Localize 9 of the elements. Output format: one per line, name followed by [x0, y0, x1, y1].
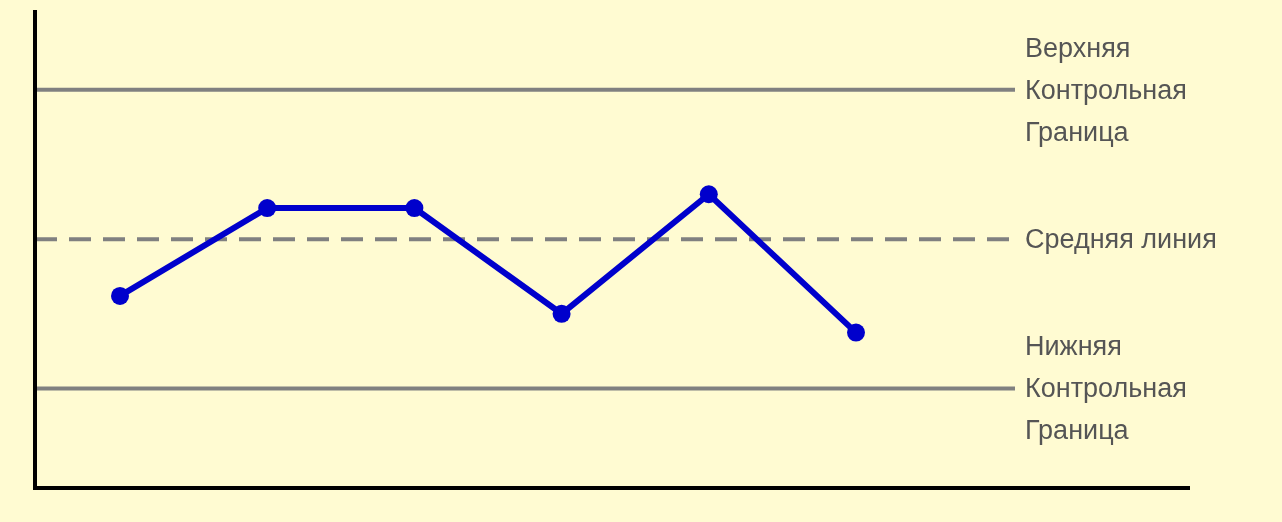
- point: [847, 323, 865, 342]
- point: [111, 286, 129, 305]
- point: [699, 185, 718, 204]
- point: [405, 199, 424, 218]
- point: [258, 199, 277, 218]
- ref-line-label: Нижняя Контрольная Граница: [1025, 331, 1187, 446]
- ref-line-label: Средняя линия: [1025, 224, 1217, 255]
- ref-line-label: Верхняя Контрольная Граница: [1025, 32, 1187, 147]
- point: [552, 304, 571, 323]
